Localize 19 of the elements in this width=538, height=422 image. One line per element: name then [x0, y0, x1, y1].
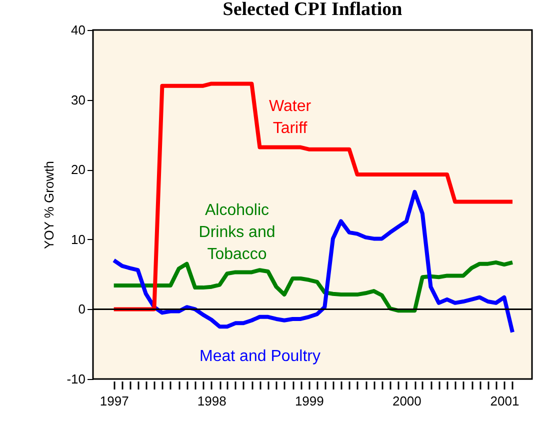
y-tick-label: 20	[71, 162, 86, 178]
y-tick-label: 30	[71, 92, 86, 108]
x-tick-label: 1998	[197, 394, 226, 408]
x-tick-label: 1999	[294, 394, 324, 408]
y-axis-title: YOY % Growth	[42, 161, 57, 249]
x-tick-label: 1997	[100, 394, 129, 408]
line-series	[112, 82, 514, 312]
series-label: Alcoholic Drinks and Tobacco	[198, 202, 276, 263]
line-series	[112, 190, 514, 334]
x-tick-label: 2001	[490, 394, 520, 408]
y-tick-label: -10	[66, 372, 86, 386]
series-label: Water Tariff	[268, 98, 312, 137]
y-tick-label: 10	[71, 232, 86, 247]
y-tick-label: 40	[71, 22, 86, 38]
chart-title: Selected CPI Inflation	[222, 0, 403, 20]
series-label: Meat and Poultry	[200, 348, 320, 365]
y-tick-label: 0	[78, 302, 86, 317]
line-series	[112, 260, 514, 313]
x-tick-label: 2000	[392, 394, 422, 408]
